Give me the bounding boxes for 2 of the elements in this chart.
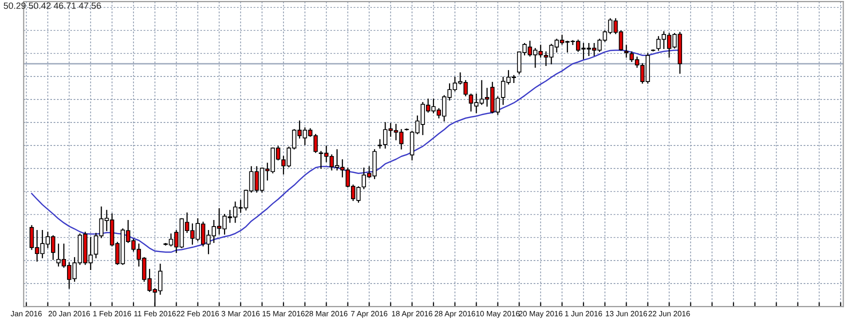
text: 50.29 50.42 46.71 47.56 bbox=[4, 2, 101, 9]
candlestick bbox=[624, 44, 628, 58]
